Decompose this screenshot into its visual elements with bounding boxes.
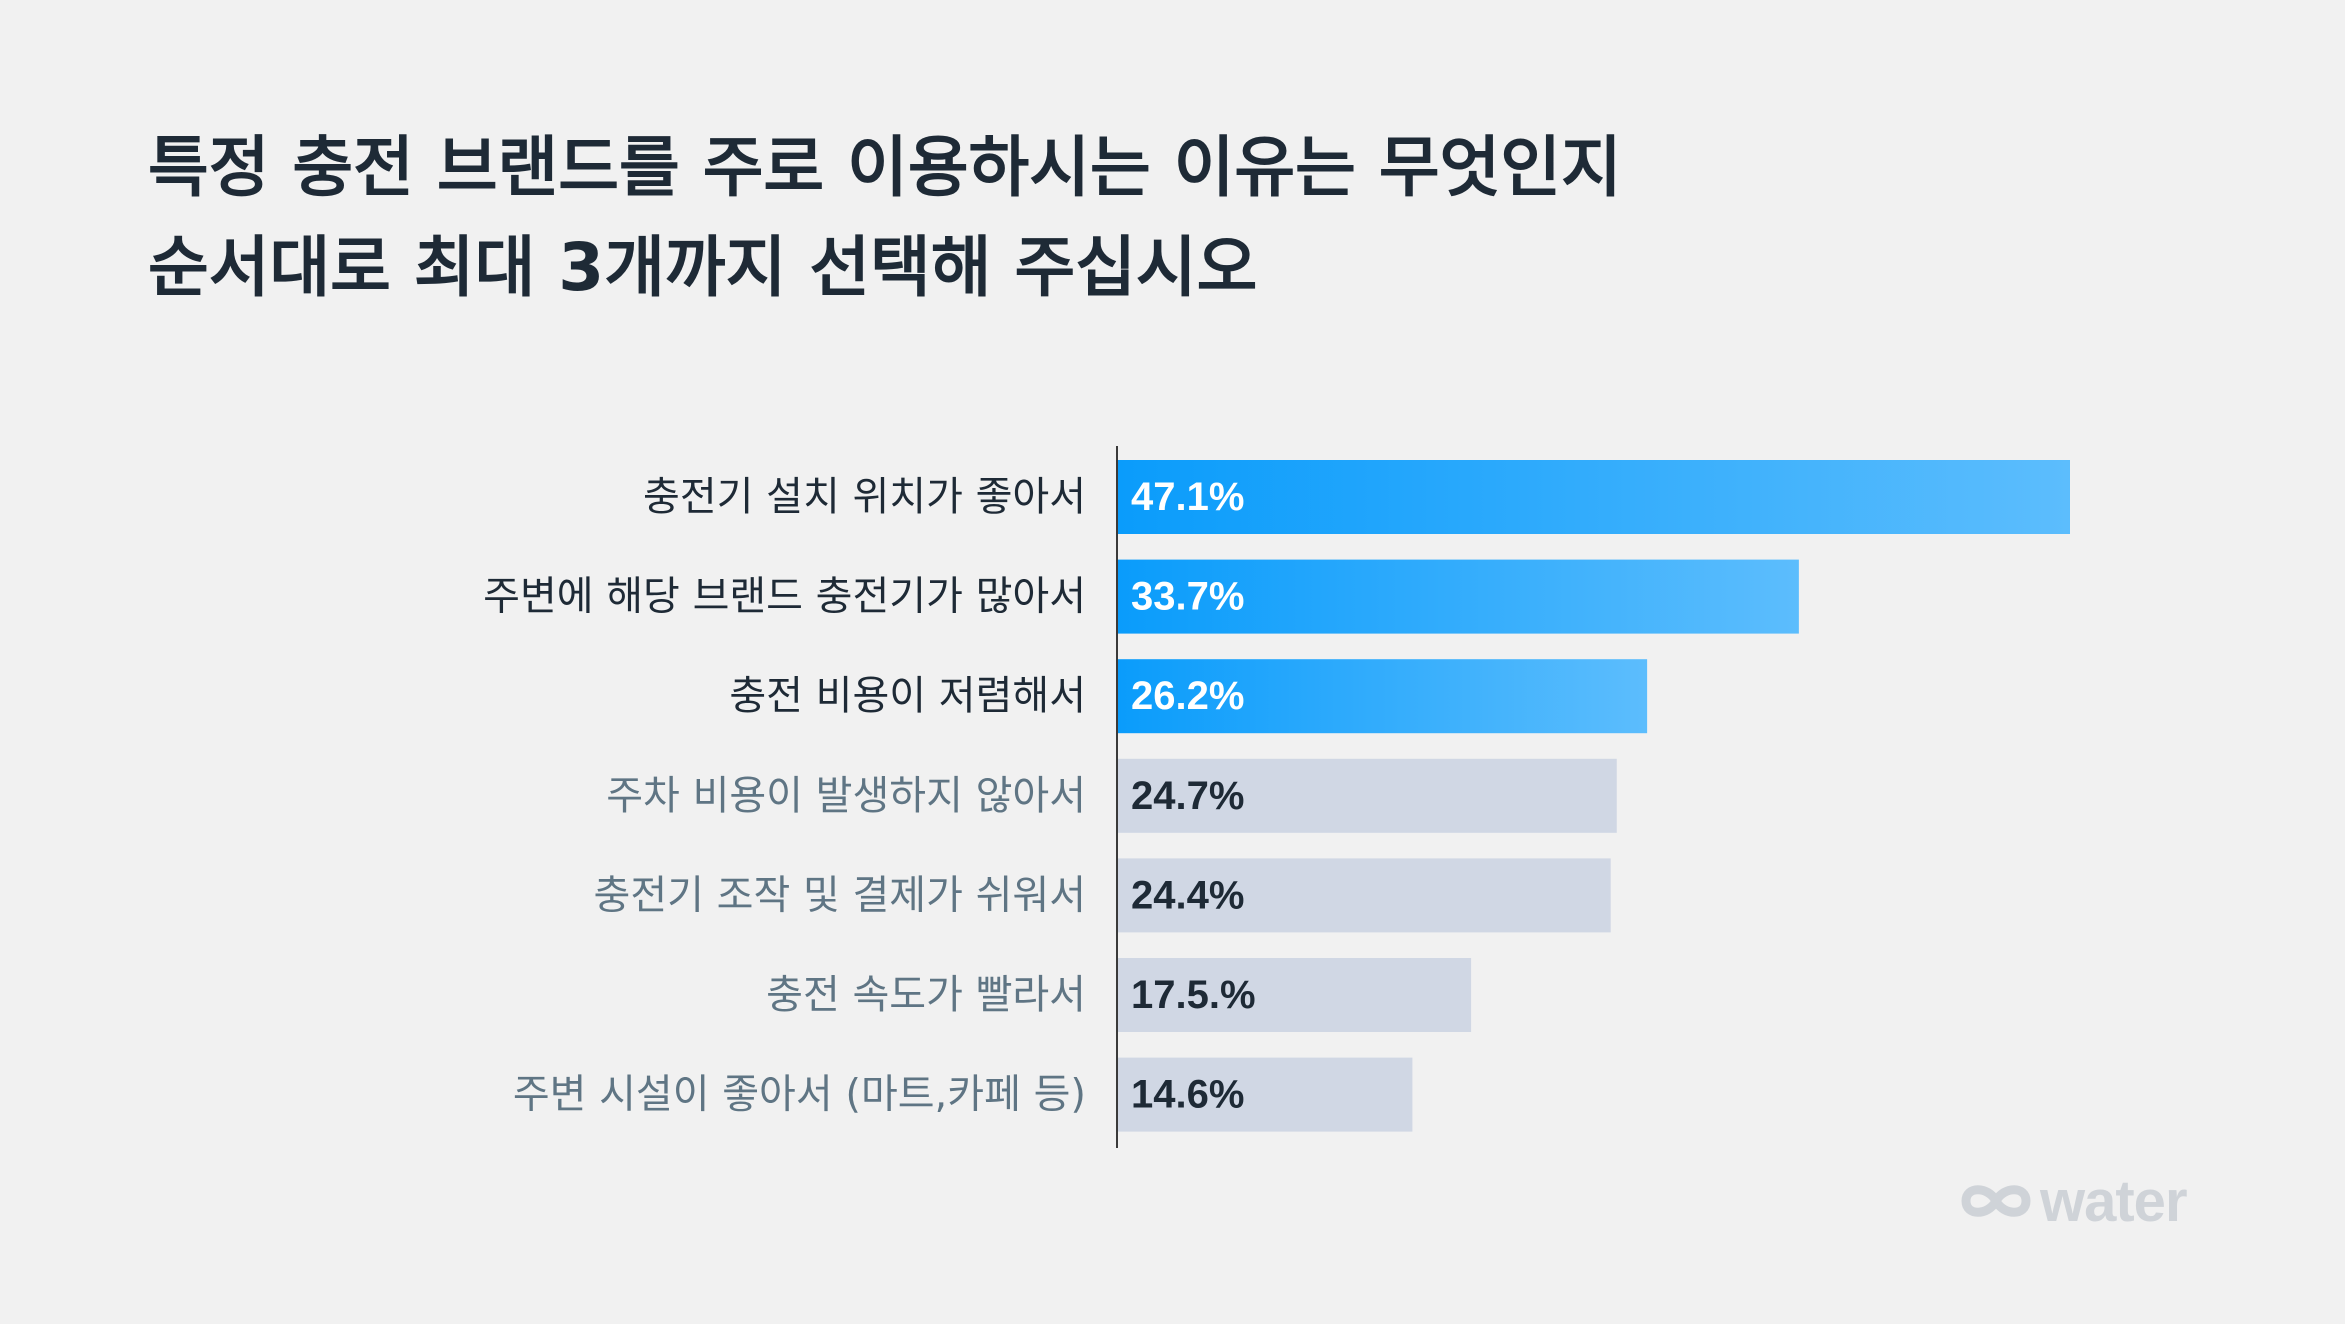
value-label: 24.4% [1131, 873, 1244, 917]
value-label: 33.7% [1131, 575, 1244, 619]
bar [1117, 559, 1799, 634]
bar [1117, 1057, 1413, 1132]
value-label: 17.5.% [1131, 973, 1256, 1017]
category-label: 충전기 조작 및 결제가 쉬워서 [594, 872, 1086, 918]
bar [1117, 460, 2070, 534]
value-label: 26.2% [1131, 674, 1244, 718]
value-label: 47.1% [1131, 475, 1244, 519]
chart-title-line-1: 특정 충전 브랜드를 주로 이용하시는 이유는 무엇인지 [148, 129, 1622, 206]
category-label: 충전 속도가 빨라서 [766, 972, 1086, 1018]
chart-title-line-2: 순서대로 최대 3개까지 선택해 주십시오 [148, 229, 1258, 306]
category-label: 주변 시설이 좋아서 (마트,카페 등) [513, 1072, 1086, 1118]
infinity-loop-icon [1961, 1185, 2031, 1217]
bar [1117, 858, 1611, 933]
category-label: 충전기 설치 위치가 좋아서 [643, 474, 1086, 520]
water-logo: water [1958, 1166, 2188, 1236]
bar [1117, 958, 1472, 1032]
category-label: 충전 비용이 저렴해서 [729, 673, 1086, 719]
logo-text: water [2040, 1168, 2188, 1234]
category-label: 주변에 해당 브랜드 충전기가 많아서 [483, 574, 1086, 620]
bar [1117, 659, 1648, 734]
value-label: 24.7% [1131, 774, 1244, 818]
chart-title: 특정 충전 브랜드를 주로 이용하시는 이유는 무엇인지 순서대로 최대 3개까… [148, 118, 2048, 318]
value-label: 14.6% [1131, 1073, 1244, 1117]
category-label: 주차 비용이 발생하지 않아서 [606, 773, 1086, 819]
bar [1117, 758, 1617, 833]
